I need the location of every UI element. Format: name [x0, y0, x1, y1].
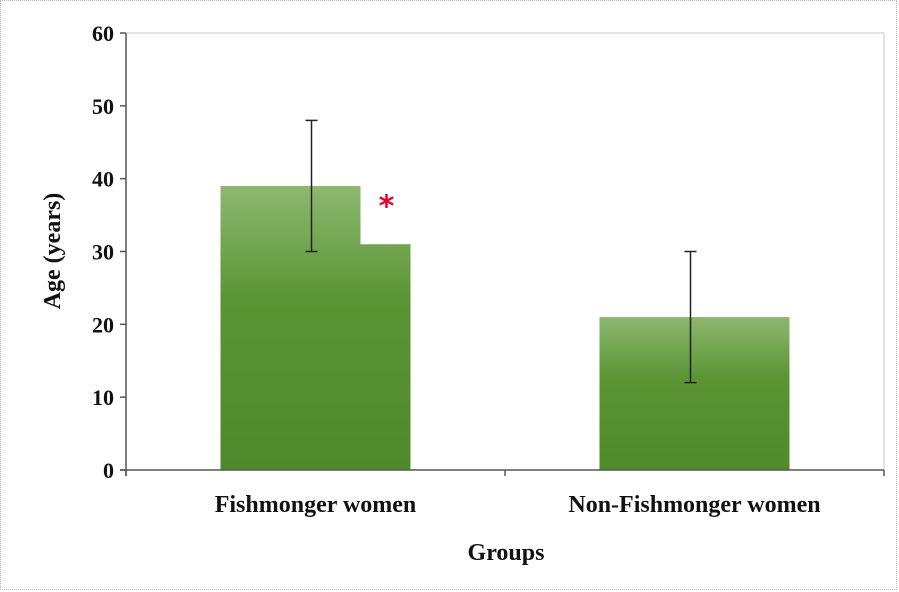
bars-group — [220, 185, 790, 470]
x-axis-title: Groups — [468, 540, 545, 566]
y-tick-label: 0 — [103, 458, 114, 483]
y-tick-label: 30 — [92, 240, 114, 265]
significance-asterisk: * — [379, 190, 395, 225]
annotation-backdrop — [360, 182, 413, 245]
x-category-label: Non-Fishmonger women — [568, 492, 820, 518]
bar-2 — [599, 317, 790, 470]
x-category-label: Fishmonger women — [215, 492, 417, 518]
error-bars-group — [305, 119, 697, 384]
y-tick-label: 60 — [92, 21, 114, 46]
y-tick-label: 10 — [92, 385, 114, 410]
y-tick-label: 50 — [92, 94, 114, 119]
y-tick-label: 20 — [92, 312, 114, 337]
y-tick-label: 40 — [92, 167, 114, 192]
y-axis-title: Age (years) — [40, 193, 66, 310]
labels-group: 0 10 20 30 40 50 60 Fishmonger women Non-Fishmon… — [92, 21, 821, 518]
axes-group — [120, 32, 885, 476]
